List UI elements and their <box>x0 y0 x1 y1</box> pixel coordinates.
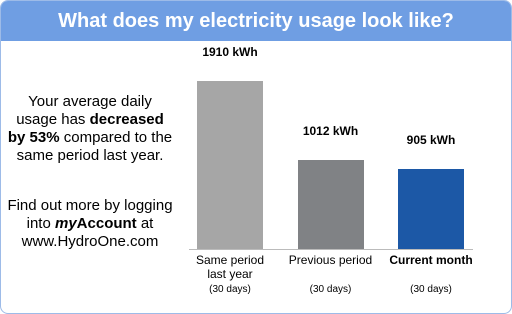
message-text: Your average daily usage has <box>16 93 152 128</box>
category-label: Same period last year <box>195 253 265 281</box>
category-label: Current month <box>389 253 473 267</box>
value-label: 1910 kWh <box>202 45 258 59</box>
category-label: Previous period <box>288 253 373 267</box>
category-note: (30 days) <box>309 284 352 295</box>
value-label: 905 kWh <box>406 133 456 148</box>
value-label: 1012 kWh <box>302 123 359 138</box>
card-title: What does my electricity usage look like… <box>1 1 511 41</box>
usage-message: Your average daily usage has decreased b… <box>7 93 173 165</box>
account-message: Find out more by logging into myAccount … <box>7 197 173 251</box>
link-italic: my <box>54 215 77 232</box>
category-note: (30 days) <box>410 284 452 295</box>
baseline <box>189 249 473 250</box>
category-note: (30 days) <box>209 284 251 295</box>
link-text: Find out more by logging into <box>7 197 173 232</box>
bar <box>297 159 364 249</box>
link-text: at www.HydroOne.com <box>21 215 159 250</box>
message-highlight: decreased by 53% <box>7 111 164 146</box>
bar <box>398 169 464 249</box>
bar <box>197 81 263 249</box>
message-text: compared to the same period last year. <box>16 129 173 164</box>
link-bold: Account <box>76 215 137 232</box>
